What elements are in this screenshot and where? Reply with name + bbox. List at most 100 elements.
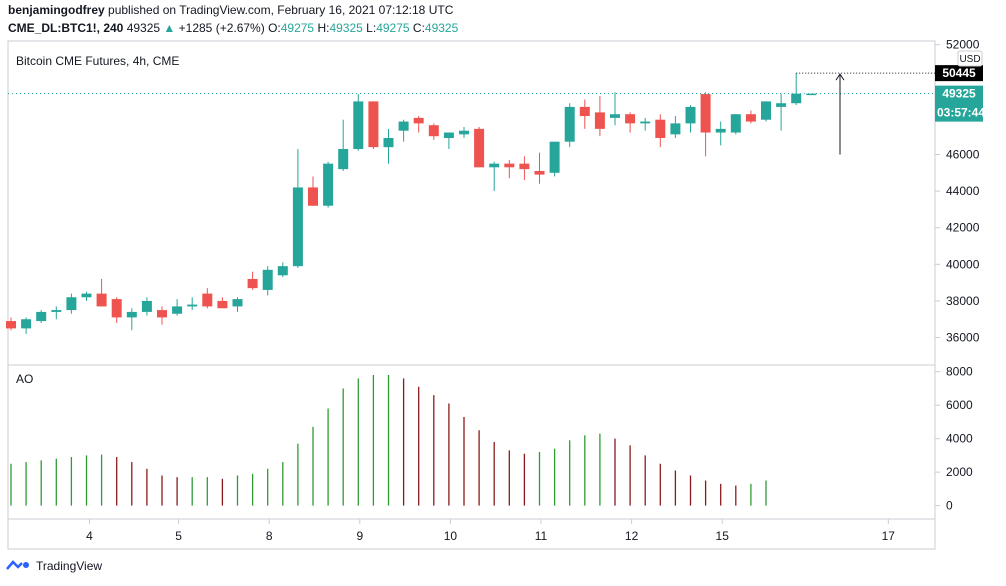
x-tick-label: 10: [444, 529, 458, 543]
candle-body: [504, 163, 515, 168]
candle-body: [534, 170, 545, 175]
candle-body: [368, 101, 379, 148]
ao-y-tick-label: 0: [946, 499, 953, 513]
candle-body: [791, 93, 802, 104]
tradingview-brand: TradingView: [36, 559, 103, 573]
candle-body: [66, 297, 77, 311]
candle-body: [700, 94, 711, 133]
ao-title: AO: [16, 372, 33, 386]
candle-body: [730, 114, 741, 133]
candle-body: [111, 299, 122, 318]
candle-body: [806, 93, 817, 96]
candle-body: [655, 119, 666, 139]
x-tick-label: 15: [716, 529, 730, 543]
high-marker-label: 50445: [942, 66, 976, 80]
candle-body: [579, 106, 590, 117]
candle-body: [21, 319, 32, 329]
candle-body: [745, 114, 756, 122]
candle-body: [202, 293, 213, 307]
open-label: O:: [268, 21, 281, 35]
x-tick-label: 12: [625, 529, 639, 543]
candle-body: [36, 311, 47, 322]
candle-body: [262, 269, 273, 290]
last-price-badge: [935, 85, 983, 122]
y-tick-label: 42000: [946, 221, 980, 235]
candle-body: [761, 101, 771, 120]
candle-body: [489, 163, 500, 168]
low-value: 49275: [376, 21, 410, 35]
x-tick-label: 5: [175, 529, 182, 543]
candle-body: [549, 141, 560, 173]
candle-body: [443, 132, 454, 139]
candle-body: [172, 306, 183, 314]
ao-pane: [10, 375, 767, 506]
y-tick-label: 40000: [946, 257, 980, 271]
y-tick-label: 52000: [946, 38, 980, 52]
candle-body: [6, 321, 16, 329]
x-tick-label: 4: [86, 529, 93, 543]
chart-title: Bitcoin CME Futures, 4h, CME: [16, 54, 179, 68]
candle-body: [428, 125, 439, 137]
author-name[interactable]: benjamingodfrey: [8, 3, 105, 17]
candle-body: [474, 128, 485, 168]
candle-body: [670, 123, 681, 135]
candle-body: [625, 114, 636, 124]
candle-body: [277, 266, 288, 276]
candle-body: [776, 103, 787, 107]
candle-body: [232, 299, 243, 307]
price-change: +1285 (+2.67%): [178, 21, 265, 35]
tradingview-logo-icon: [6, 560, 29, 570]
candle-body: [459, 130, 469, 135]
x-tick-label: 8: [266, 529, 273, 543]
close-label: C:: [412, 21, 425, 35]
symbol-name: CME_DL:BTC1!, 240: [8, 21, 124, 35]
high-marker-badge: [935, 65, 983, 82]
candle-body: [141, 300, 152, 312]
candle-body: [217, 300, 228, 309]
ao-y-tick-label: 2000: [946, 465, 973, 479]
candle-body: [685, 106, 696, 124]
candle-body: [187, 304, 198, 307]
candle-body: [292, 187, 303, 267]
y-tick-label: 44000: [946, 184, 980, 198]
ao-y-tick-label: 8000: [946, 365, 973, 379]
candle-body: [157, 310, 167, 318]
candle-body: [81, 293, 92, 298]
x-tick-label: 9: [356, 529, 363, 543]
symbol-info: CME_DL:BTC1!, 240 49325 ▲ +1285 (+2.67%)…: [8, 21, 458, 35]
candle-body: [383, 138, 394, 148]
ao-y-tick-label: 6000: [946, 398, 973, 412]
x-tick-label: 17: [882, 529, 896, 543]
open-value: 49275: [280, 21, 315, 35]
price-pane: [6, 72, 935, 334]
y-tick-label: 36000: [946, 331, 980, 345]
candle-body: [323, 163, 334, 206]
y-tick-label: 38000: [946, 294, 980, 308]
candle-body: [51, 310, 62, 312]
ao-y-tick-label: 4000: [946, 432, 973, 446]
chart-area[interactable]: 5200046000440004200040000380003600050445…: [0, 0, 1006, 556]
measure-arrow-icon: [835, 73, 845, 81]
candle-body: [610, 114, 620, 118]
high-label: H:: [317, 21, 330, 35]
currency-badge[interactable]: [957, 50, 983, 67]
low-label: L:: [366, 21, 377, 35]
candle-body: [519, 163, 530, 170]
y-tick-label: 46000: [946, 147, 980, 161]
close-value: 49325: [424, 21, 459, 35]
published-text: published on TradingView.com, February 1…: [108, 3, 454, 17]
publish-info: benjamingodfrey published on TradingView…: [8, 3, 453, 17]
footer[interactable]: TradingView: [6, 558, 102, 574]
candle-body: [247, 278, 258, 289]
x-tick-label: 11: [535, 529, 548, 543]
candle-body: [715, 128, 726, 133]
candle-body: [353, 101, 364, 149]
candle-body: [398, 121, 409, 131]
candle-body: [564, 106, 575, 142]
countdown-label: 03:57:44: [937, 106, 985, 120]
candle-body: [338, 149, 349, 170]
candle-body: [126, 311, 137, 318]
candle-body: [308, 187, 318, 206]
candle-body: [413, 117, 424, 124]
last-price-label: 49325: [942, 87, 976, 101]
